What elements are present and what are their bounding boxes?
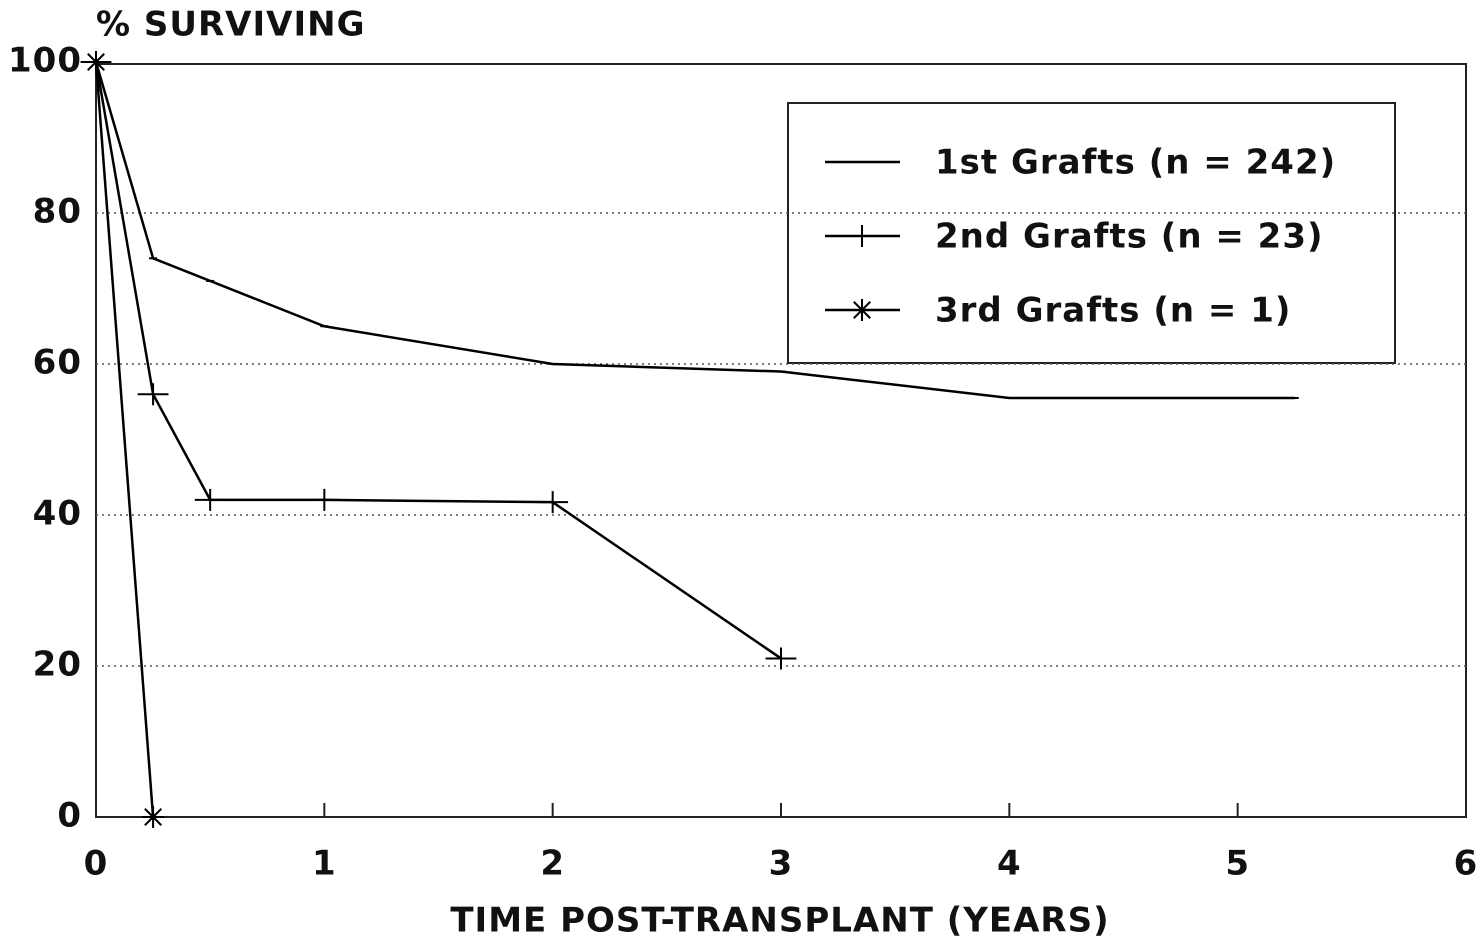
legend-label: 1st Grafts (n = 242) (935, 143, 1336, 183)
legend-label: 3rd Grafts (n = 1) (935, 291, 1291, 331)
marker (308, 488, 340, 511)
x-tick-label: 1 (312, 844, 337, 884)
marker (765, 647, 797, 670)
marker (137, 383, 169, 406)
y-tick-label: 80 (33, 192, 82, 232)
series-line (94, 61, 782, 660)
x-tick-label: 4 (997, 844, 1022, 884)
y-tick-label: 60 (33, 343, 82, 383)
y-tick-label: 0 (57, 796, 82, 836)
x-axis-label: TIME POST-TRANSPLANT (YEARS) (450, 901, 1109, 941)
series-line (94, 61, 155, 818)
marker (85, 51, 107, 73)
x-tick-label: 3 (769, 844, 794, 884)
legend-label: 2nd Grafts (n = 23) (935, 217, 1324, 257)
y-tick-label: 20 (33, 645, 82, 685)
marker (142, 806, 165, 828)
legend-box (787, 102, 1396, 364)
x-tick-label: 2 (540, 844, 565, 884)
y-tick-label: 40 (33, 494, 82, 534)
marker (846, 225, 878, 247)
marker (194, 488, 226, 511)
marker (537, 491, 569, 514)
x-tick-label: 5 (1225, 844, 1250, 884)
chart-title: % SURVIVING (96, 5, 365, 45)
x-tick-label: 6 (1454, 844, 1479, 884)
y-tick-label: 100 (8, 41, 82, 81)
marker (851, 299, 873, 321)
x-tick-label: 0 (84, 844, 109, 884)
